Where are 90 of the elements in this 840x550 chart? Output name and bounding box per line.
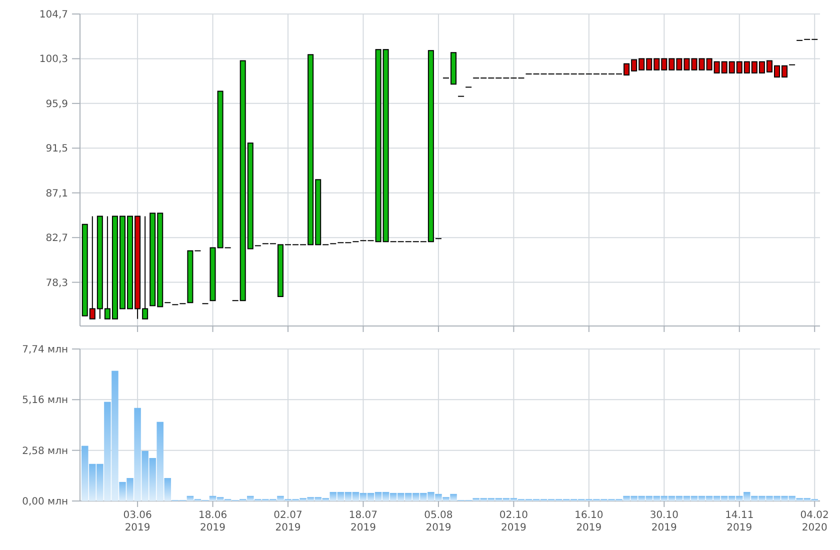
bar xyxy=(720,496,728,501)
x-tick-label: 14.11 2019 xyxy=(725,510,754,534)
y-tick-label: 82,7 xyxy=(46,233,68,244)
bar xyxy=(404,492,412,501)
bar xyxy=(247,496,254,501)
bar xyxy=(676,496,683,501)
bar xyxy=(142,450,148,501)
bar xyxy=(82,446,88,501)
y-tick-label: 95,9 xyxy=(46,98,68,110)
bar xyxy=(781,496,788,501)
y-tick-label: 91,5 xyxy=(46,144,68,155)
y-tick-label: 104,7 xyxy=(39,10,68,20)
x-tick-label: 18.07 2019 xyxy=(348,510,378,534)
bar xyxy=(397,492,404,501)
bar xyxy=(314,497,322,501)
bar xyxy=(758,496,766,501)
bar xyxy=(134,408,141,501)
bar xyxy=(736,496,743,501)
bar xyxy=(277,496,284,501)
bar xyxy=(713,496,720,501)
bar xyxy=(683,496,690,501)
y-tick-label: 87,1 xyxy=(46,188,68,200)
bar xyxy=(390,492,397,501)
bar xyxy=(690,496,698,501)
bar xyxy=(360,492,367,501)
bar xyxy=(119,482,126,501)
x-tick-label: 02.07 2019 xyxy=(274,510,302,534)
x-tick-label: 30.10 2019 xyxy=(650,510,678,534)
bar xyxy=(300,498,306,501)
bar xyxy=(367,492,374,501)
bar xyxy=(442,497,450,501)
bar xyxy=(788,496,796,501)
bar xyxy=(344,492,352,501)
x-tick-label: 18.06 2019 xyxy=(198,510,228,534)
bar xyxy=(488,498,495,501)
bar xyxy=(796,498,803,501)
bar xyxy=(186,496,194,501)
bar xyxy=(382,492,390,501)
bar xyxy=(96,464,104,501)
bar xyxy=(337,492,344,501)
x-tick-label: 02.10 2019 xyxy=(499,510,528,534)
bar xyxy=(480,498,487,501)
bar xyxy=(420,492,427,501)
bar xyxy=(435,494,442,501)
bar xyxy=(766,496,773,501)
y-tick-label: 78,3 xyxy=(46,278,68,289)
bar xyxy=(209,496,216,501)
bar xyxy=(502,498,510,501)
bar xyxy=(112,370,118,501)
bar xyxy=(149,458,156,501)
y-tick-label: 2,58 млн xyxy=(22,446,68,457)
bar xyxy=(728,496,736,501)
y-tick-label: 0,00 млн xyxy=(22,496,68,508)
bar xyxy=(744,492,750,501)
x-tick-label: 04.02 2020 xyxy=(800,510,829,534)
bar xyxy=(164,478,172,501)
bar xyxy=(510,498,518,501)
bar xyxy=(216,497,224,501)
x-tick-label: 16.10 2019 xyxy=(574,510,604,534)
bar xyxy=(751,496,758,501)
bar xyxy=(104,402,111,501)
bar xyxy=(330,492,337,501)
bar xyxy=(156,422,164,501)
bar xyxy=(804,498,810,501)
x-tick-label: 03.06 2019 xyxy=(123,510,152,534)
bar xyxy=(472,498,480,501)
bar xyxy=(374,492,382,501)
bar xyxy=(352,492,360,501)
bar xyxy=(307,497,314,501)
bar xyxy=(89,464,96,501)
bar xyxy=(646,496,652,501)
bar xyxy=(638,496,645,501)
y-tick-label: 7,74 млн xyxy=(22,344,68,356)
bar xyxy=(660,496,668,501)
bar xyxy=(653,496,660,501)
bar xyxy=(698,496,706,501)
y-tick-label: 5,16 млн xyxy=(22,395,68,406)
bar xyxy=(623,496,630,501)
bar xyxy=(450,494,457,501)
bar xyxy=(126,478,134,501)
bar xyxy=(774,496,780,501)
bar xyxy=(412,492,420,501)
bar xyxy=(428,492,434,501)
bar xyxy=(668,496,676,501)
bar xyxy=(322,498,330,501)
bar xyxy=(706,496,713,501)
bar xyxy=(495,498,502,501)
y-tick-label: 100,3 xyxy=(39,54,68,66)
x-tick-label: 05.08 2019 xyxy=(424,510,453,534)
bar xyxy=(630,496,638,501)
